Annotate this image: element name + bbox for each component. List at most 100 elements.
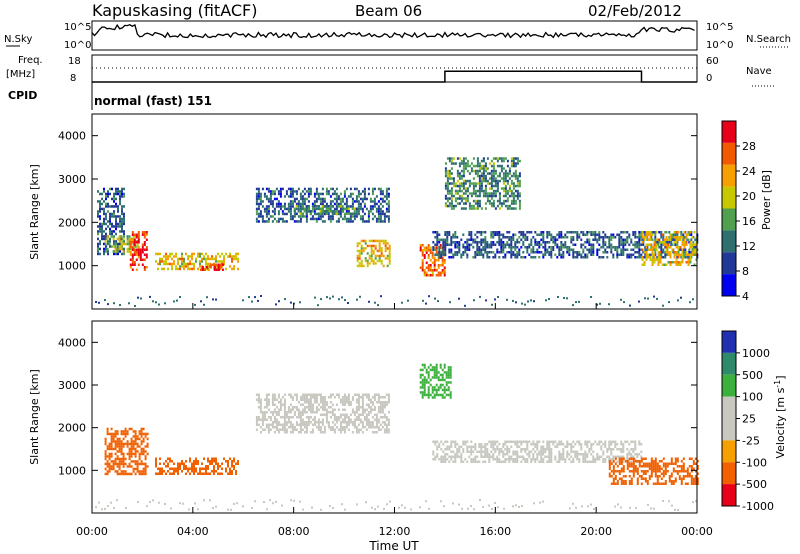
velocity-pixel — [662, 475, 665, 478]
power-pixel — [468, 233, 471, 236]
velocity-pixel — [122, 432, 125, 436]
power-pixel — [123, 235, 125, 238]
velocity-pixel — [369, 411, 372, 414]
power-pixel — [303, 215, 306, 218]
velocity-pixel — [285, 428, 288, 431]
velocity-pixel — [357, 398, 360, 401]
velocity-pixel — [441, 373, 444, 377]
power-pixel — [112, 250, 115, 253]
power-pixel — [542, 233, 545, 236]
power-pixel — [508, 246, 511, 249]
power-pixel — [99, 210, 101, 213]
freq-step-line — [92, 70, 697, 83]
power-pixel — [325, 187, 328, 191]
velocity-pixel — [632, 448, 635, 451]
velocity-pixel — [193, 470, 195, 473]
velocity-pixel — [291, 426, 294, 429]
velocity-pixel — [122, 437, 125, 441]
power-pixel — [440, 251, 443, 254]
velocity-pixel — [271, 421, 274, 424]
power-pixel — [516, 194, 519, 198]
power-pixel — [568, 251, 571, 254]
power-pixel — [534, 238, 537, 241]
power-pixel — [606, 246, 609, 249]
power-pixel — [347, 205, 350, 208]
power-pixel — [191, 257, 193, 261]
velocity-pixel — [305, 421, 308, 424]
velocity-pixel — [283, 401, 286, 404]
power-pixel — [378, 244, 381, 248]
velocity-pixel — [307, 418, 310, 421]
power-pixel — [679, 253, 682, 256]
velocity-pixel — [466, 448, 469, 451]
velocity-pixel — [108, 462, 111, 466]
power-pixel — [658, 231, 661, 234]
velocity-pixel — [690, 457, 693, 460]
velocity-pixel — [474, 443, 477, 446]
power-pixel — [673, 256, 676, 259]
velocity-pixel — [315, 411, 318, 414]
velocity-pixel — [217, 467, 219, 470]
velocity-pixel — [528, 440, 531, 443]
power-pixel — [425, 246, 428, 249]
power-pixel — [588, 231, 591, 234]
velocity-pixel — [439, 363, 442, 367]
power-pixel — [580, 256, 583, 259]
power-pixel — [651, 253, 654, 256]
power-pixel — [592, 248, 595, 251]
power-pixel — [689, 258, 692, 261]
power-pixel — [454, 189, 457, 193]
velocity-pixel — [371, 416, 374, 419]
velocity-pixel — [305, 406, 308, 409]
power-pixel — [496, 182, 499, 185]
velocity-pixel — [612, 448, 615, 451]
power-pixel — [510, 202, 513, 205]
velocity-pixel — [138, 472, 141, 476]
velocity-speckle — [101, 508, 103, 511]
power-pixel — [329, 215, 332, 218]
power-pixel — [506, 159, 509, 163]
power-pixel — [443, 259, 446, 262]
power-pixel — [329, 200, 332, 203]
velocity-pixel — [484, 453, 487, 456]
velocity-pixel — [423, 376, 426, 379]
power-pixel — [544, 246, 547, 249]
velocity-pixel — [327, 411, 330, 414]
power-pixel — [113, 230, 115, 233]
velocity-pixel — [128, 472, 131, 476]
power-pixel — [496, 164, 499, 168]
velocity-pixel — [542, 458, 545, 461]
velocity-pixel — [159, 457, 161, 460]
power-pixel — [558, 236, 561, 239]
power-pixel — [159, 262, 161, 266]
power-pixel — [113, 200, 115, 203]
power-pixel — [646, 238, 649, 241]
velocity-pixel — [448, 455, 451, 458]
power-pixel — [223, 257, 225, 261]
velocity-pixel — [548, 453, 551, 456]
power-pixel — [361, 200, 364, 203]
velocity-pixel — [267, 431, 270, 434]
velocity-pixel — [134, 460, 137, 463]
power-pixel — [478, 189, 481, 193]
velocity-pixel — [110, 467, 113, 471]
velocity-pixel — [110, 432, 113, 436]
power-pixel — [612, 253, 615, 256]
velocity-pixel — [486, 443, 489, 446]
velocity-pixel — [670, 475, 673, 478]
velocity-pixel — [608, 472, 611, 475]
power-pixel — [335, 220, 338, 223]
power-pixel — [669, 236, 672, 239]
power-pixel — [643, 263, 646, 266]
colorbar-segment — [722, 252, 736, 275]
power-pixel — [173, 260, 175, 263]
velocity-pixel — [592, 450, 595, 453]
power-pixel — [494, 182, 497, 185]
velocity-pixel — [269, 428, 272, 431]
velocity-pixel — [283, 406, 286, 409]
velocity-pixel — [594, 458, 597, 461]
velocity-pixel — [134, 472, 137, 476]
velocity-pixel — [122, 455, 125, 458]
velocity-pixel — [588, 450, 591, 453]
power-pixel — [213, 257, 215, 261]
